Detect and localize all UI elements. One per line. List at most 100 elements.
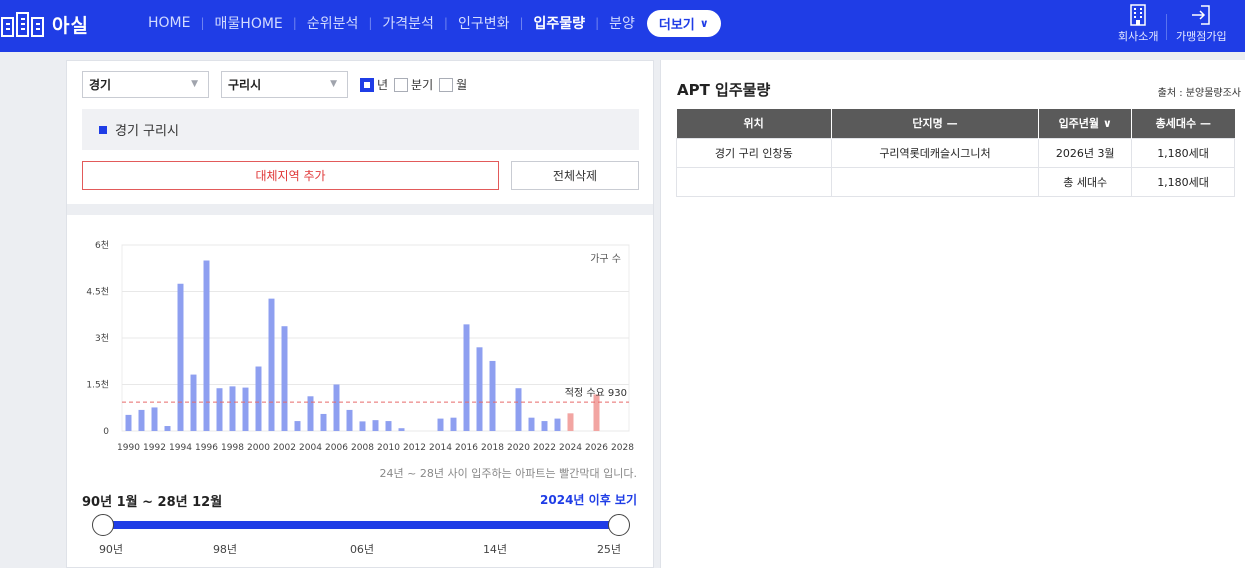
x-tick-label: 2002 — [273, 443, 296, 453]
period-checkbox-0[interactable] — [360, 77, 374, 92]
x-tick-label: 2022 — [533, 443, 556, 453]
city-select[interactable]: 구리시 ▼ — [221, 71, 348, 98]
period-label-2: 월 — [456, 78, 468, 92]
table-cell: 1,180세대 — [1131, 137, 1235, 168]
x-tick-label: 2014 — [429, 443, 452, 453]
apt-supply-title: APT 입주물량 — [677, 81, 771, 99]
period-label-0: 년 — [377, 78, 389, 92]
bar-2014 — [437, 418, 444, 431]
table-row: 총 세대수 1,180세대 — [676, 166, 1235, 197]
bar-1995 — [190, 374, 197, 431]
logo[interactable]: 아실 — [0, 9, 89, 39]
bar-2020 — [515, 388, 522, 431]
chevron-down-icon: ∨ — [699, 16, 709, 30]
bar-2015 — [450, 417, 457, 431]
reference-line-label: 적정 수요 930 — [565, 387, 627, 399]
nav-item-3[interactable]: 가격분석 — [382, 16, 434, 32]
menu-separator: | — [595, 16, 600, 30]
bar-2004 — [307, 396, 314, 431]
building-icon — [1130, 4, 1146, 26]
x-tick-label: 2020 — [507, 443, 530, 453]
add-region-button[interactable]: 대체지역 추가 — [82, 161, 499, 190]
period-checkbox-1[interactable] — [394, 77, 409, 92]
nav-item-4[interactable]: 인구변화 — [457, 16, 510, 32]
left-panel: 경기 ▼ 구리시 ▼ 년 분기 월 경기 구리시 대체지역 추가 전체삭제 0 1.5… — [66, 60, 654, 568]
bar-1992 — [151, 407, 158, 431]
y-tick-label: 1.5천 — [86, 380, 109, 391]
x-tick-label: 1996 — [195, 443, 218, 453]
city-value: 구리시 — [228, 78, 262, 92]
range-slider-start-handle[interactable] — [92, 514, 114, 536]
bar-1994 — [177, 283, 184, 431]
more-label: 더보기 — [658, 17, 695, 33]
menu-separator: | — [443, 16, 448, 30]
bar-2011 — [398, 428, 405, 431]
table-cell — [676, 166, 832, 197]
bar-1998 — [229, 386, 236, 431]
column-header-0[interactable]: 위치 — [676, 109, 832, 138]
region-label: 경기 구리시 — [115, 124, 179, 139]
bar-1996 — [203, 260, 210, 431]
delete-all-button[interactable]: 전체삭제 — [511, 161, 639, 190]
menu-separator: | — [519, 16, 524, 30]
x-tick-label: 2016 — [455, 443, 478, 453]
range-slider-end-handle[interactable] — [608, 514, 630, 536]
table-cell: 1,180세대 — [1131, 166, 1235, 197]
slider-label: 98년 — [212, 543, 238, 556]
franchise-join-label: 가맹점가입 — [1176, 30, 1227, 43]
nav-item-6[interactable]: 분양 — [609, 16, 635, 32]
data-source: 출처 : 분양물량조사 — [1157, 88, 1241, 99]
column-header-3[interactable]: 총세대수 — — [1131, 109, 1235, 138]
login-arrow-icon — [1192, 5, 1211, 25]
province-select[interactable]: 경기 ▼ — [82, 71, 209, 98]
nav-item-5[interactable]: 입주물량 — [533, 16, 586, 32]
y-tick-label: 4.5천 — [86, 287, 109, 298]
bar-2000 — [255, 366, 262, 431]
table-row: 경기 구리 인창동 구리역롯데캐슬시그니처 2026년 3월 1,180세대 — [676, 137, 1235, 168]
bar-2002 — [281, 326, 288, 431]
range-slider-track[interactable] — [103, 521, 619, 529]
period-checkbox-2[interactable] — [439, 77, 454, 92]
nav-item-1[interactable]: 매물HOME — [214, 16, 283, 32]
table-header: 위치 단지명 — 입주년월 ∨ 총세대수 — — [676, 109, 1235, 138]
bar-2008 — [359, 421, 366, 431]
menu-separator: | — [292, 16, 297, 30]
date-range-label: 90년 1월 ~ 28년 12월 — [82, 495, 223, 510]
slider-label: 06년 — [349, 543, 375, 556]
right-panel: APT 입주물량 출처 : 분양물량조사 위치 단지명 — 입주년월 ∨ 총세대수 —… — [660, 60, 1245, 568]
bar-1991 — [138, 409, 145, 431]
bar-1993 — [164, 426, 171, 431]
column-header-1[interactable]: 단지명 — — [831, 109, 1040, 138]
bar-2018 — [489, 360, 496, 431]
company-intro-link[interactable]: 회사소개 — [1118, 4, 1158, 44]
x-tick-label: 1994 — [169, 443, 192, 453]
bar-1999 — [242, 387, 249, 431]
x-tick-label: 1998 — [221, 443, 244, 453]
table-cell — [830, 166, 1040, 197]
x-tick-label: 2028 — [611, 443, 634, 453]
bar-1997 — [216, 388, 223, 431]
table-body: 경기 구리 인창동 구리역롯데캐슬시그니처 2026년 3월 1,180세대 총 세대수… — [676, 137, 1235, 197]
y-tick-label: 0 — [103, 427, 109, 437]
nav-item-2[interactable]: 순위분석 — [306, 16, 359, 32]
more-button[interactable]: 더보기 ∨ — [646, 9, 721, 37]
view-after-2024-link[interactable]: 2024년 이후 보기 — [540, 493, 637, 507]
slider-label: 14년 — [482, 543, 508, 556]
bar-2026 — [593, 394, 600, 431]
nav-item-0[interactable]: HOME — [148, 15, 191, 31]
section-divider — [67, 204, 653, 215]
x-tick-label: 2004 — [299, 443, 322, 453]
dropdown-arrow-icon: ▼ — [191, 79, 198, 89]
period-options: 년 분기 월 — [360, 76, 473, 93]
x-tick-label: 1992 — [143, 443, 166, 453]
chart-note: 24년 ~ 28년 사이 입주하는 아파트는 빨간막대 입니다. — [379, 467, 637, 480]
main-menu: HOME | 매물HOME | 순위분석 | 가격분석 | 인구변화 | 입주물량 | 분양 더보기 ∨ — [148, 9, 721, 37]
table-cell: 2026년 3월 — [1038, 137, 1133, 168]
franchise-join-link[interactable]: 가맹점가입 — [1176, 4, 1227, 44]
x-tick-label: 2008 — [351, 443, 374, 453]
period-label-1: 분기 — [411, 78, 434, 92]
column-header-2[interactable]: 입주년월 ∨ — [1038, 109, 1133, 138]
bar-2022 — [541, 421, 548, 431]
bar-2016 — [463, 324, 470, 431]
